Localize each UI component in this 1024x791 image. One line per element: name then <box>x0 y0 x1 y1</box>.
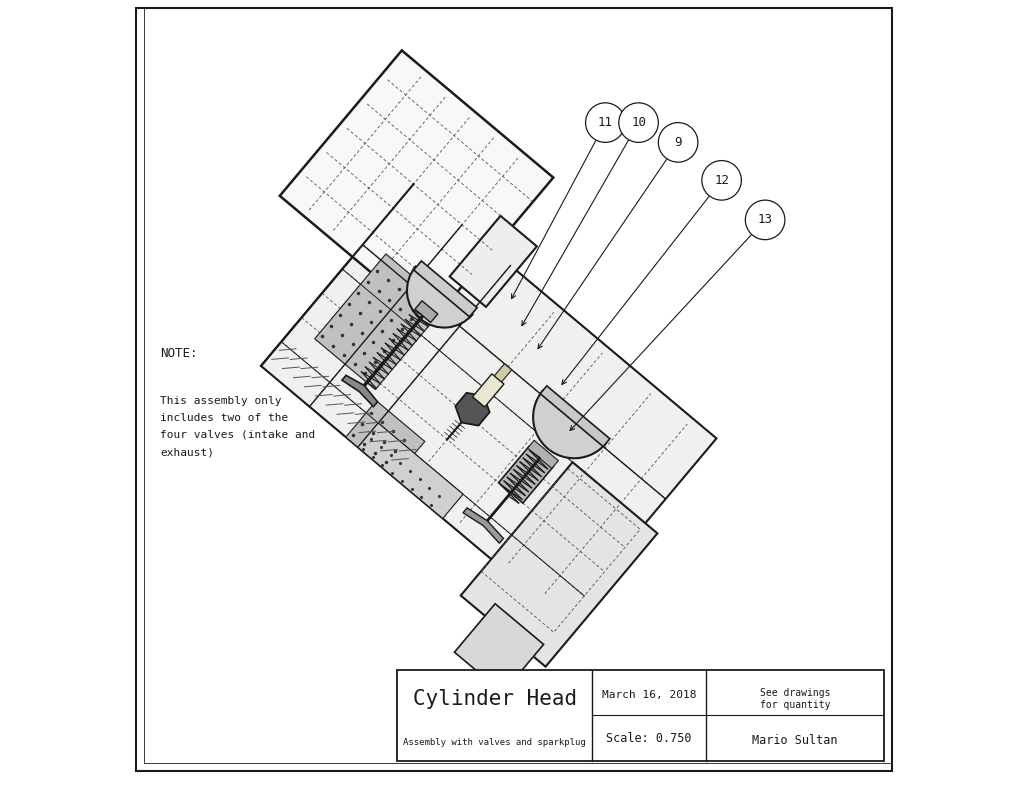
Circle shape <box>745 200 784 240</box>
Circle shape <box>658 123 698 162</box>
Text: Cylinder Head: Cylinder Head <box>413 689 577 709</box>
Circle shape <box>701 161 741 200</box>
Polygon shape <box>455 604 544 693</box>
Text: Assembly with valves and sparkplug: Assembly with valves and sparkplug <box>403 738 586 747</box>
Polygon shape <box>358 423 463 518</box>
Text: See drawings
for quantity: See drawings for quantity <box>760 688 830 710</box>
Polygon shape <box>261 184 717 620</box>
Text: March 16, 2018: March 16, 2018 <box>602 691 696 701</box>
Polygon shape <box>415 301 438 323</box>
Text: 12: 12 <box>714 174 729 187</box>
Text: 10: 10 <box>631 116 646 129</box>
Polygon shape <box>463 508 504 543</box>
Text: Mario Sultan: Mario Sultan <box>753 734 838 747</box>
Text: 13: 13 <box>758 214 773 226</box>
Text: 11: 11 <box>598 116 612 129</box>
Polygon shape <box>541 386 610 447</box>
Polygon shape <box>461 462 657 667</box>
Polygon shape <box>280 51 553 323</box>
Wedge shape <box>407 267 473 327</box>
Polygon shape <box>495 364 512 382</box>
Wedge shape <box>534 391 606 458</box>
Polygon shape <box>346 401 425 478</box>
Bar <box>397 670 884 761</box>
Polygon shape <box>314 254 446 390</box>
Text: 9: 9 <box>675 136 682 149</box>
Polygon shape <box>450 216 537 307</box>
Polygon shape <box>472 374 504 407</box>
Polygon shape <box>456 393 489 426</box>
Circle shape <box>586 103 625 142</box>
Text: NOTE:: NOTE: <box>160 347 198 360</box>
Text: This assembly only
includes two of the
four valves (intake and
exhaust): This assembly only includes two of the f… <box>160 396 315 457</box>
Polygon shape <box>414 261 477 317</box>
Polygon shape <box>342 376 378 407</box>
Circle shape <box>618 103 658 142</box>
Polygon shape <box>499 446 553 503</box>
Polygon shape <box>527 441 558 468</box>
Text: Scale: 0.750: Scale: 0.750 <box>606 732 692 744</box>
